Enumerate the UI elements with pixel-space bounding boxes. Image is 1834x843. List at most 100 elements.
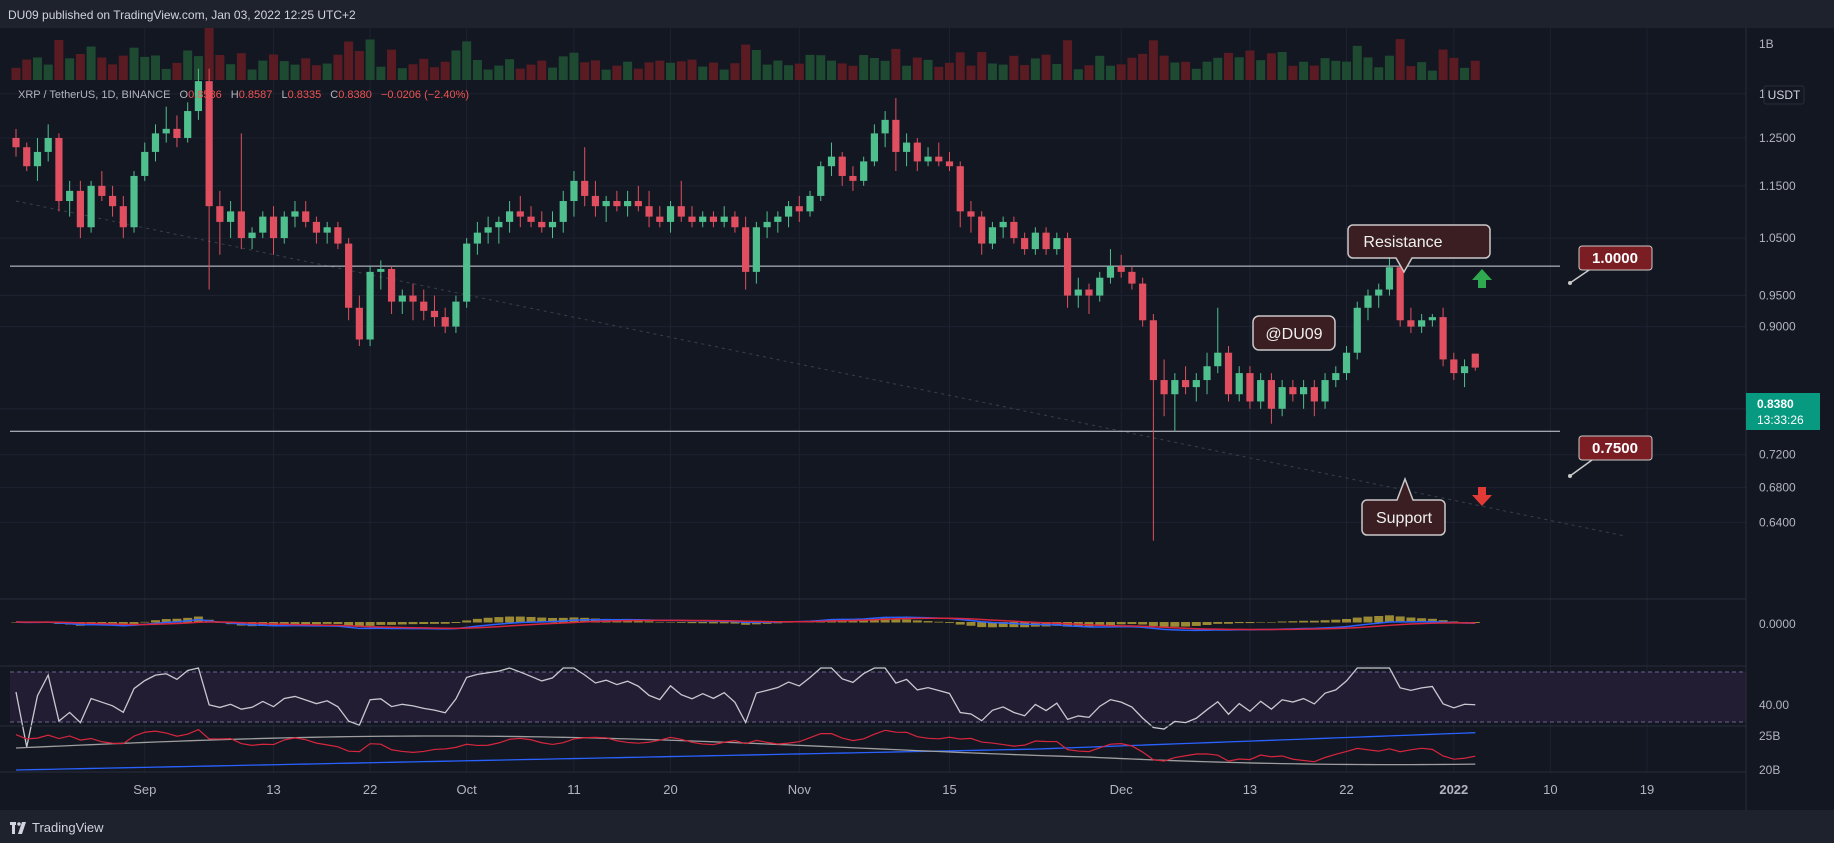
- candle-body[interactable]: [677, 206, 685, 217]
- candle-body[interactable]: [806, 195, 814, 212]
- candle-body[interactable]: [656, 216, 664, 222]
- candle-body[interactable]: [902, 142, 911, 152]
- candle-body[interactable]: [23, 147, 31, 167]
- candle-body[interactable]: [1053, 238, 1061, 250]
- candle-body[interactable]: [516, 211, 524, 217]
- candle-body[interactable]: [1407, 320, 1415, 327]
- candle-body[interactable]: [1171, 380, 1179, 395]
- candle-body[interactable]: [742, 227, 750, 272]
- candle-body[interactable]: [33, 151, 42, 167]
- candle-body[interactable]: [892, 119, 900, 152]
- candle-body[interactable]: [291, 211, 299, 217]
- candle-body[interactable]: [1321, 380, 1329, 402]
- candle-body[interactable]: [1063, 238, 1072, 296]
- candles[interactable]: [12, 68, 1479, 541]
- candle-body[interactable]: [463, 243, 471, 302]
- candle-body[interactable]: [913, 142, 921, 162]
- candle-body[interactable]: [1074, 289, 1082, 296]
- candle-body[interactable]: [66, 190, 74, 202]
- candle-body[interactable]: [334, 227, 342, 244]
- candle-body[interactable]: [817, 166, 825, 196]
- candle-body[interactable]: [688, 216, 696, 222]
- tradingview-brand[interactable]: TradingView: [32, 820, 104, 835]
- candle-body[interactable]: [666, 206, 675, 222]
- candle-body[interactable]: [1214, 352, 1222, 367]
- candle-body[interactable]: [1450, 359, 1458, 374]
- candle-body[interactable]: [484, 227, 492, 233]
- candle-body[interactable]: [1289, 387, 1297, 395]
- candle-body[interactable]: [1096, 277, 1104, 296]
- candle-body[interactable]: [184, 111, 192, 138]
- candle-body[interactable]: [774, 216, 782, 222]
- candle-body[interactable]: [795, 206, 803, 212]
- candle-body[interactable]: [409, 295, 417, 302]
- candle-body[interactable]: [731, 216, 739, 228]
- candle-body[interactable]: [194, 81, 203, 112]
- candle-body[interactable]: [323, 227, 331, 233]
- candle-body[interactable]: [538, 221, 546, 228]
- candle-body[interactable]: [924, 156, 932, 162]
- candle-body[interactable]: [98, 185, 106, 196]
- candle-body[interactable]: [162, 128, 170, 134]
- candle-body[interactable]: [1418, 320, 1426, 327]
- candle-body[interactable]: [1385, 267, 1394, 290]
- candle-body[interactable]: [967, 211, 975, 217]
- candle-body[interactable]: [709, 216, 718, 222]
- candle-body[interactable]: [1342, 352, 1351, 374]
- candle-body[interactable]: [870, 133, 878, 162]
- candle-body[interactable]: [505, 211, 514, 222]
- candle-body[interactable]: [1246, 373, 1254, 402]
- candle-body[interactable]: [602, 201, 610, 207]
- candle-body[interactable]: [1149, 320, 1157, 381]
- candle-body[interactable]: [1300, 387, 1308, 395]
- candle-body[interactable]: [527, 216, 535, 222]
- candle-body[interactable]: [1257, 380, 1265, 402]
- candle-body[interactable]: [935, 156, 943, 162]
- candle-body[interactable]: [1106, 266, 1115, 278]
- candle-body[interactable]: [55, 137, 63, 202]
- candle-body[interactable]: [1128, 271, 1136, 284]
- candle-body[interactable]: [1117, 266, 1125, 272]
- candle-body[interactable]: [838, 156, 846, 176]
- candle-body[interactable]: [12, 137, 20, 148]
- candle-body[interactable]: [248, 232, 256, 239]
- candle-body[interactable]: [860, 161, 868, 181]
- candle-body[interactable]: [1192, 380, 1200, 388]
- candle-body[interactable]: [141, 151, 149, 176]
- candle-body[interactable]: [624, 201, 632, 207]
- candle-body[interactable]: [581, 180, 589, 196]
- candle-body[interactable]: [1364, 295, 1372, 308]
- candle-body[interactable]: [173, 128, 181, 138]
- candle-body[interactable]: [849, 175, 857, 181]
- candle-body[interactable]: [945, 161, 954, 167]
- candle-body[interactable]: [452, 301, 460, 327]
- xrp-chart[interactable]: 1.35001.25001.15001.05000.95000.90000.78…: [0, 28, 1834, 810]
- candle-body[interactable]: [1460, 366, 1469, 374]
- candle-body[interactable]: [1375, 289, 1383, 296]
- candle-body[interactable]: [44, 137, 52, 152]
- candle-body[interactable]: [366, 271, 374, 340]
- candle-body[interactable]: [420, 301, 428, 311]
- candle-body[interactable]: [1278, 387, 1286, 409]
- candle-body[interactable]: [302, 211, 310, 222]
- candle-body[interactable]: [76, 190, 84, 228]
- candle-body[interactable]: [151, 133, 160, 152]
- candle-body[interactable]: [227, 211, 235, 222]
- candle-body[interactable]: [784, 206, 793, 217]
- candle-body[interactable]: [119, 206, 127, 228]
- candle-body[interactable]: [216, 206, 224, 222]
- candle-body[interactable]: [1031, 232, 1039, 250]
- candle-body[interactable]: [1439, 317, 1447, 360]
- candle-body[interactable]: [130, 175, 138, 228]
- candle-body[interactable]: [430, 310, 439, 318]
- candle-body[interactable]: [752, 227, 760, 272]
- candle-body[interactable]: [956, 166, 964, 212]
- candle-body[interactable]: [108, 195, 117, 207]
- candle-body[interactable]: [387, 268, 396, 302]
- candle-body[interactable]: [1353, 307, 1361, 353]
- candle-body[interactable]: [1203, 366, 1211, 381]
- candle-body[interactable]: [1471, 353, 1479, 368]
- candle-body[interactable]: [1267, 380, 1276, 409]
- candle-body[interactable]: [473, 232, 481, 244]
- candle-body[interactable]: [634, 201, 642, 207]
